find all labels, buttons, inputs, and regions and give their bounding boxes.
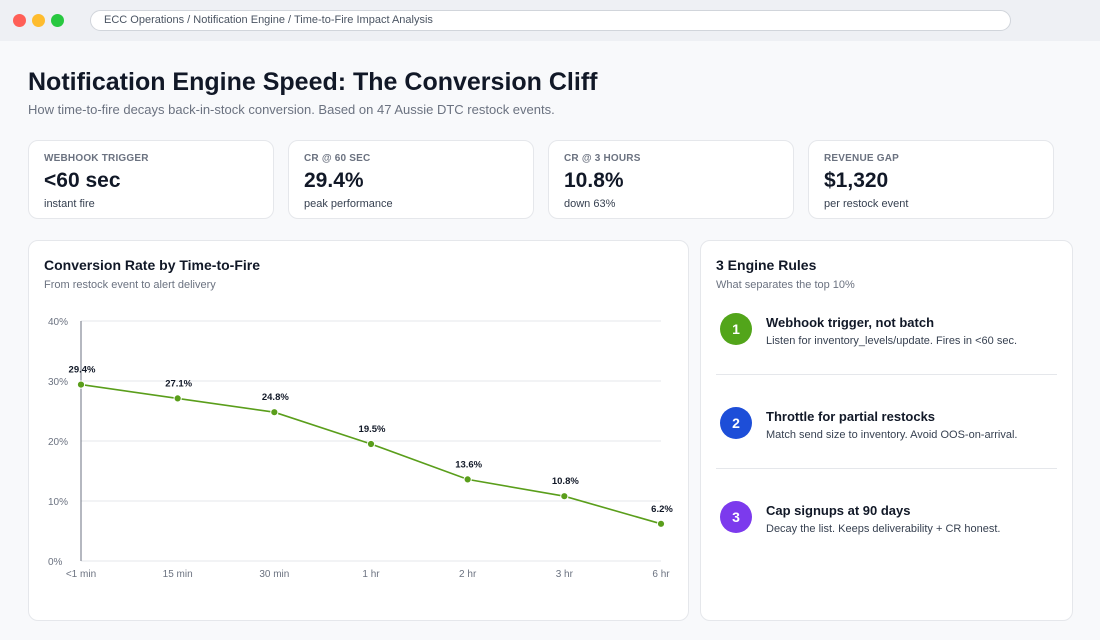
x-tick-label: <1 min xyxy=(66,569,96,580)
rule-divider xyxy=(716,374,1057,375)
rule-title: Webhook trigger, not batch xyxy=(766,315,935,330)
data-label: 13.6% xyxy=(455,459,482,470)
data-point xyxy=(560,492,569,501)
kpi-label: CR @ 3 HOURS xyxy=(564,153,641,164)
x-tick-label: 30 min xyxy=(259,569,289,580)
data-label: 27.1% xyxy=(165,378,192,389)
close-window-icon[interactable] xyxy=(13,14,26,27)
rule-description: Decay the list. Keeps deliverability + C… xyxy=(766,523,1001,535)
data-label: 10.8% xyxy=(552,476,579,487)
kpi-label: CR @ 60 SEC xyxy=(304,153,371,164)
rule-title: Throttle for partial restocks xyxy=(766,409,936,424)
rules-card: 3 Engine Rules What separates the top 10… xyxy=(700,240,1073,621)
kpi-note: down 63% xyxy=(564,198,616,210)
data-point xyxy=(76,380,86,389)
minimize-window-icon[interactable] xyxy=(32,14,45,27)
address-bar-breadcrumb[interactable]: ECC Operations / Notification Engine / T… xyxy=(90,10,1011,31)
chart-card: Conversion Rate by Time-to-Fire From res… xyxy=(28,240,689,621)
rule-divider xyxy=(716,468,1057,469)
kpi-note: peak performance xyxy=(304,198,393,210)
chart-title: Conversion Rate by Time-to-Fire xyxy=(44,257,261,273)
browser-top-bar: ECC Operations / Notification Engine / T… xyxy=(0,0,1100,41)
kpi-value: <60 sec xyxy=(44,169,121,192)
rules-title: 3 Engine Rules xyxy=(716,257,817,273)
conversion-rate-line-chart: 0% 10% 20% 30% 40% <1 min 15 min 30 min 1 hr 2 hr… xyxy=(48,317,673,580)
kpi-card-cr-60-sec: CR @ 60 SEC 29.4% peak performance xyxy=(288,140,534,219)
y-tick-label: 0% xyxy=(48,557,63,568)
kpi-label: WEBHOOK TRIGGER xyxy=(44,153,149,164)
kpi-note: per restock event xyxy=(824,198,909,210)
data-label: 29.4% xyxy=(69,365,96,376)
y-tick-label: 20% xyxy=(48,437,68,448)
maximize-window-icon[interactable] xyxy=(51,14,64,27)
rule-number-badge: 2 xyxy=(720,407,752,439)
y-tick-label: 40% xyxy=(48,317,68,328)
x-tick-label: 15 min xyxy=(163,569,193,580)
kpi-note: instant fire xyxy=(44,198,95,210)
x-tick-label: 2 hr xyxy=(459,569,477,580)
data-label: 24.8% xyxy=(262,392,289,403)
data-label: 19.5% xyxy=(359,424,386,435)
rules-subtitle: What separates the top 10% xyxy=(716,279,855,291)
data-label: 6.2% xyxy=(651,504,673,515)
y-tick-label: 30% xyxy=(48,377,68,388)
data-point xyxy=(463,475,472,484)
kpi-card-webhook-trigger: WEBHOOK TRIGGER <60 sec instant fire xyxy=(28,140,274,219)
kpi-label: REVENUE GAP xyxy=(824,153,899,164)
data-point xyxy=(270,408,279,417)
data-point xyxy=(173,394,182,403)
kpi-card-cr-3-hours: CR @ 3 HOURS 10.8% down 63% xyxy=(548,140,794,219)
x-tick-label: 3 hr xyxy=(556,569,574,580)
rule-number-badge: 3 xyxy=(720,501,752,533)
page-subtitle: How time-to-fire decays back-in-stock co… xyxy=(28,102,555,117)
y-tick-label: 10% xyxy=(48,497,68,508)
kpi-card-revenue-gap: REVENUE GAP $1,320 per restock event xyxy=(808,140,1054,219)
rule-number-badge: 1 xyxy=(720,313,752,345)
data-point xyxy=(366,439,376,449)
page-title: Notification Engine Speed: The Conversio… xyxy=(28,68,598,96)
series-line xyxy=(80,383,662,525)
rule-description: Listen for inventory_levels/update. Fire… xyxy=(766,335,1017,347)
rule-description: Match send size to inventory. Avoid OOS-… xyxy=(766,429,1018,441)
x-tick-label: 6 hr xyxy=(652,569,670,580)
rule-title: Cap signups at 90 days xyxy=(766,503,911,518)
chart-subtitle: From restock event to alert delivery xyxy=(44,279,216,291)
data-point xyxy=(656,519,666,528)
kpi-value: 10.8% xyxy=(564,169,624,192)
kpi-value: $1,320 xyxy=(824,169,889,192)
x-tick-label: 1 hr xyxy=(362,569,380,580)
kpi-value: 29.4% xyxy=(304,169,364,192)
